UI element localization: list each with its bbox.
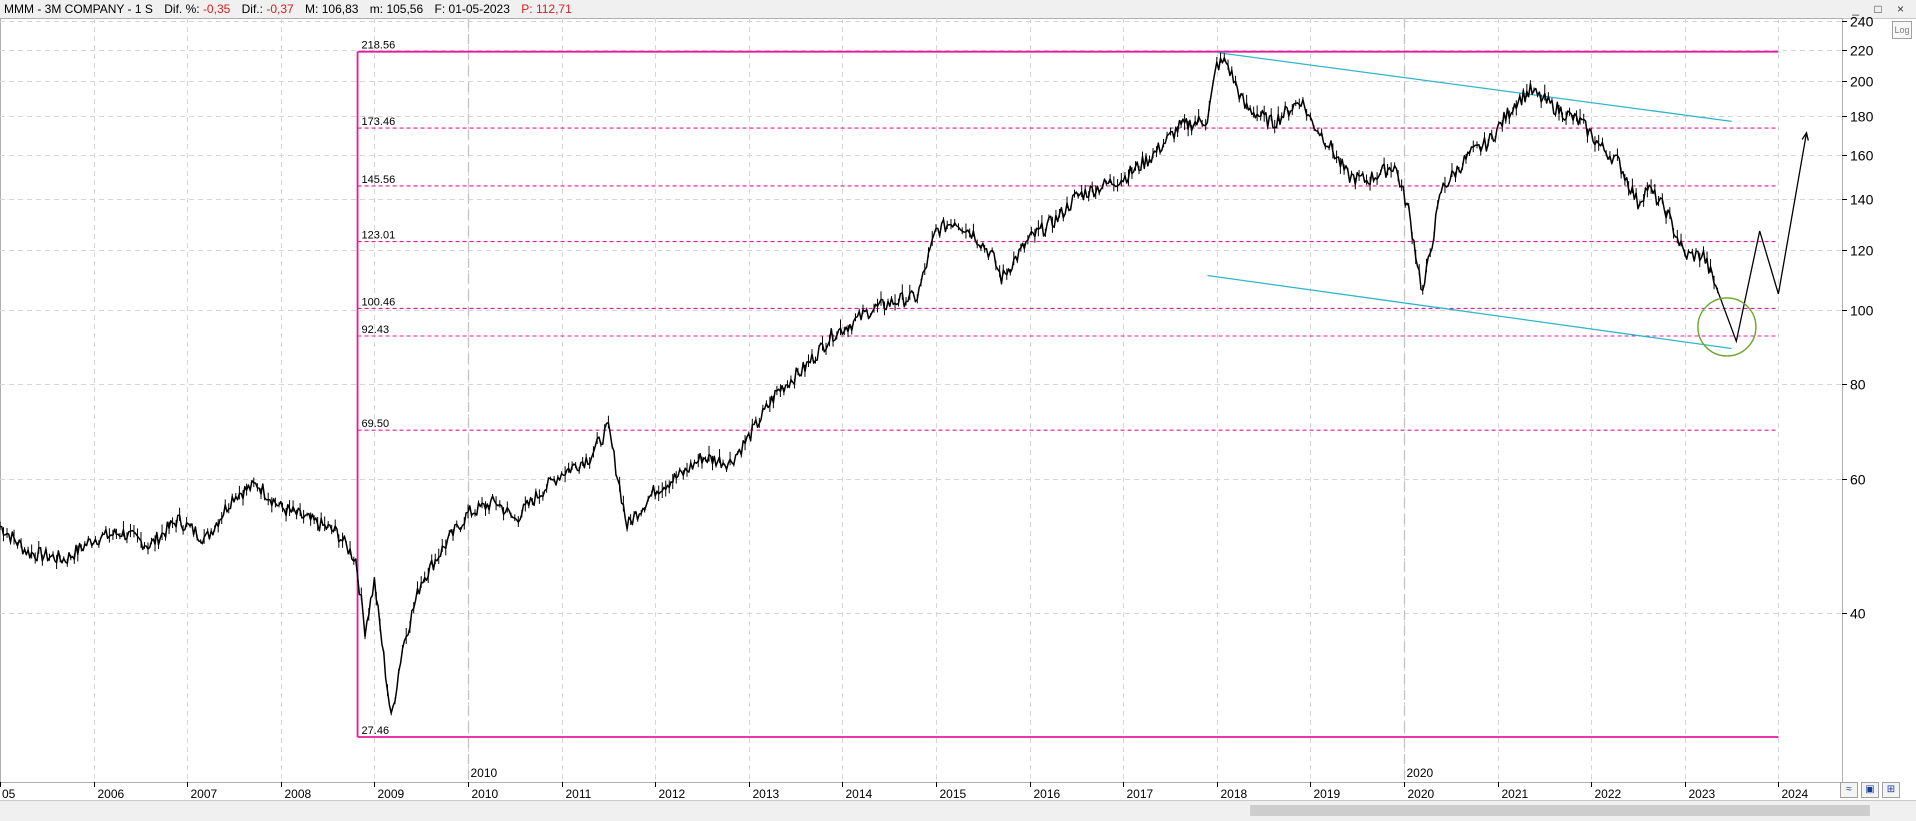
y-tick-label: 180 xyxy=(1850,109,1874,125)
y-tick-label: 220 xyxy=(1850,43,1874,59)
window-controls[interactable]: _ □ × xyxy=(1852,2,1910,16)
x-tick-label: 2006 xyxy=(98,787,125,801)
chart-header: MMM - 3M COMPANY - 1 S Dif. %: -0,35 Dif… xyxy=(0,0,1916,19)
fib-level-label: 218.56 xyxy=(362,40,396,52)
date-label: F: xyxy=(434,2,446,16)
grid xyxy=(0,18,1843,783)
channel-upper-line[interactable] xyxy=(1216,51,1732,123)
y-tick-label: 120 xyxy=(1850,243,1874,259)
axes: 40 60 80 100 120 140 160 180 200 220 240 05 2006 2007… xyxy=(0,14,1874,801)
y-tick-label: 160 xyxy=(1850,148,1874,164)
x-tick-label: 2022 xyxy=(1595,787,1622,801)
x-tick-label: 2011 xyxy=(566,787,592,801)
x-tick-label: 05 xyxy=(2,787,16,801)
x-tick-label: 2008 xyxy=(285,787,312,801)
x-tick-label: 2009 xyxy=(378,787,405,801)
zoom-icon[interactable]: ⊞ xyxy=(1882,782,1900,798)
scrollbar-thumb[interactable] xyxy=(1250,805,1870,816)
x-tick-label: 2021 xyxy=(1502,787,1529,801)
trend-channel[interactable] xyxy=(1207,51,1732,350)
max-value: 106,83 xyxy=(321,2,359,16)
log-scale-toggle[interactable]: Log xyxy=(1892,21,1912,39)
y-tick-label: 40 xyxy=(1850,606,1866,622)
horizontal-scrollbar[interactable] xyxy=(0,800,1916,821)
fibonacci-levels[interactable]: 218.56 173.46 145.56 123.01 100.46 92.43 69.50… xyxy=(356,40,1779,738)
dif-pct-label: Dif. %: xyxy=(164,2,200,16)
fib-level-label: 145.56 xyxy=(362,174,396,186)
min-label: m: xyxy=(369,2,384,16)
date-value: 01-05-2023 xyxy=(448,2,510,16)
dif-label: Dif.: xyxy=(241,2,263,16)
save-icon[interactable]: ▣ xyxy=(1861,782,1879,798)
price-value: 112,71 xyxy=(535,2,572,16)
price-label: P: xyxy=(521,2,533,16)
x-tick-label: 2018 xyxy=(1221,787,1248,801)
x-tick-label: 2014 xyxy=(846,787,873,801)
decade-label: 2010 xyxy=(471,766,498,780)
projection-path[interactable] xyxy=(1697,131,1809,357)
x-tick-label: 2012 xyxy=(659,787,686,801)
x-tick-label: 2024 xyxy=(1782,787,1809,801)
x-tick-label: 2020 xyxy=(1408,787,1435,801)
fib-level-label: 123.01 xyxy=(362,230,396,242)
x-tick-label: 2016 xyxy=(1034,787,1061,801)
x-tick-label: 2019 xyxy=(1314,787,1341,801)
y-tick-label: 60 xyxy=(1850,472,1866,488)
fib-level-label: 69.50 xyxy=(362,418,390,430)
circle-marker[interactable] xyxy=(1697,297,1757,357)
y-tick-label: 240 xyxy=(1850,14,1874,30)
x-tick-label: 2017 xyxy=(1127,787,1154,801)
chart-toolbar: ≈▣⊞■ xyxy=(1840,782,1916,816)
channel-lower-line[interactable] xyxy=(1207,274,1732,350)
pan-tool-icon[interactable]: ≈ xyxy=(1840,782,1858,798)
fib-level-label: 100.46 xyxy=(362,296,396,308)
x-tick-label: 2007 xyxy=(191,787,218,801)
max-label: M: xyxy=(305,2,319,16)
fib-level-label: 92.43 xyxy=(362,324,390,336)
y-tick-label: 140 xyxy=(1850,192,1874,208)
x-tick-label: 2010 xyxy=(472,787,499,801)
dif-value: -0,37 xyxy=(266,2,294,16)
decade-label: 2020 xyxy=(1407,766,1434,780)
projection-arrowhead xyxy=(1801,131,1809,141)
fib-level-label: 27.46 xyxy=(362,725,390,737)
x-tick-label: 2013 xyxy=(753,787,780,801)
dif-pct-value: -0,35 xyxy=(202,2,231,16)
fib-level-label: 173.46 xyxy=(362,116,396,128)
x-tick-label: 2015 xyxy=(940,787,967,801)
y-tick-label: 200 xyxy=(1850,74,1874,90)
projection-line[interactable] xyxy=(1716,132,1808,344)
x-tick-label: 2023 xyxy=(1689,787,1716,801)
y-tick-label: 80 xyxy=(1850,377,1866,393)
plot-frame xyxy=(0,18,1843,783)
price-line xyxy=(0,57,1719,714)
y-tick-label: 100 xyxy=(1850,303,1874,319)
timeframe[interactable]: 1 S xyxy=(134,2,153,16)
price-series xyxy=(0,52,1719,716)
symbol-name: MMM - 3M COMPANY - xyxy=(4,2,135,16)
min-value: 105,56 xyxy=(386,2,424,16)
